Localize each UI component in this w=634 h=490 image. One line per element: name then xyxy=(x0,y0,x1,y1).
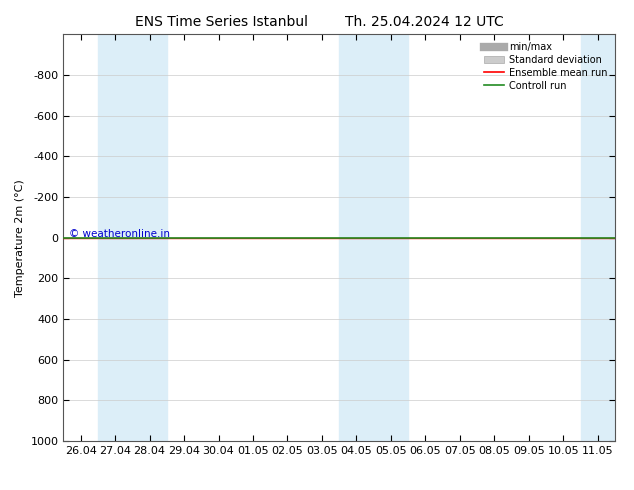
Text: © weatheronline.in: © weatheronline.in xyxy=(69,228,170,239)
Y-axis label: Temperature 2m (°C): Temperature 2m (°C) xyxy=(15,179,25,296)
Bar xyxy=(339,34,408,441)
Text: Th. 25.04.2024 12 UTC: Th. 25.04.2024 12 UTC xyxy=(346,15,504,29)
Bar xyxy=(581,34,615,441)
Legend: min/max, Standard deviation, Ensemble mean run, Controll run: min/max, Standard deviation, Ensemble me… xyxy=(481,39,610,94)
Bar xyxy=(98,34,167,441)
Text: ENS Time Series Istanbul: ENS Time Series Istanbul xyxy=(136,15,308,29)
